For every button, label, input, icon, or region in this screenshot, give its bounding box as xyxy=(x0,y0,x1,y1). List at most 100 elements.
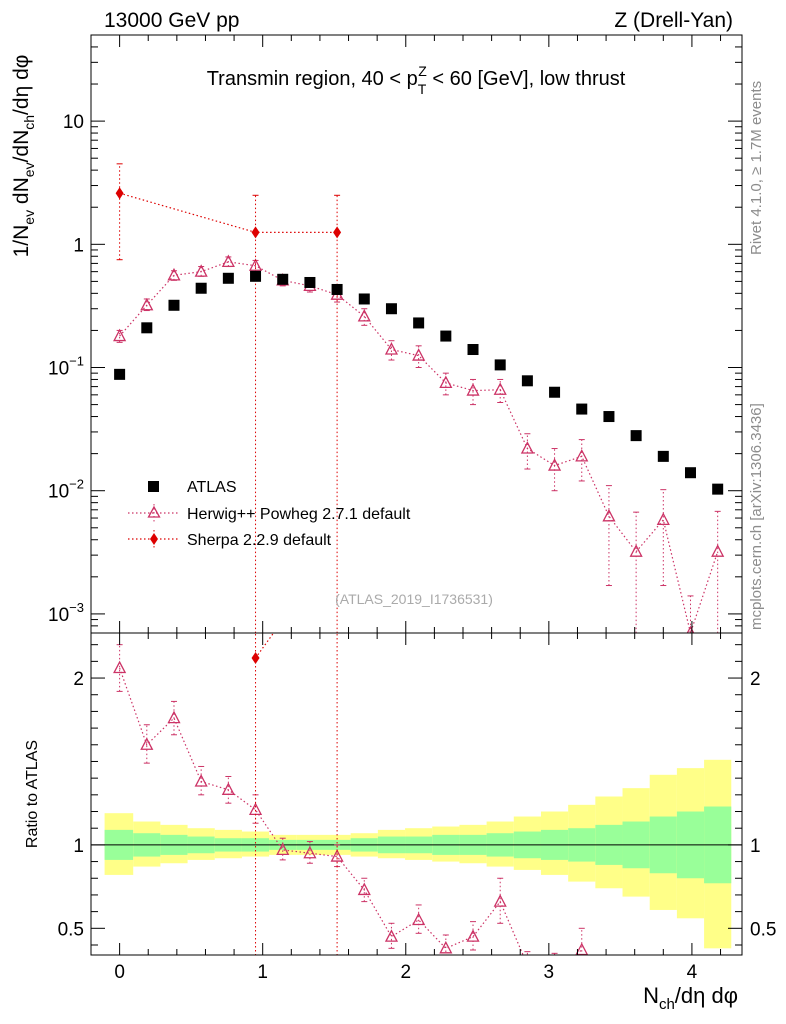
ratio-herwig-point-15 xyxy=(522,959,533,970)
y-tick-label-ratio-right-0: 0.5 xyxy=(750,919,776,940)
main-sherpa-point-1 xyxy=(251,226,260,239)
ratio-herwig-point-9 xyxy=(357,882,371,896)
y-tick-label-main-3: 10−2 xyxy=(48,477,84,503)
main-atlas-point-19 xyxy=(630,430,642,442)
main-atlas-point-17 xyxy=(576,403,588,415)
legend-marker-atlas xyxy=(148,481,159,492)
x-tick-label-1: 1 xyxy=(257,962,268,983)
ratio-series-sherpa xyxy=(251,633,338,955)
ratio-herwig-point-2 xyxy=(167,710,181,724)
main-herwig-point-13 xyxy=(466,383,480,396)
main-herwig-point-1 xyxy=(140,297,154,311)
ratio-sherpa-point-0 xyxy=(251,652,260,665)
main-atlas-point-20 xyxy=(657,450,669,462)
main-herwig-point-4 xyxy=(221,254,235,268)
main-herwig-point-9 xyxy=(357,308,371,322)
main-atlas-point-0 xyxy=(114,368,126,380)
main-atlas-point-8 xyxy=(331,283,343,295)
main-herwig-point-2 xyxy=(167,267,181,281)
ratio-herwig-point-17 xyxy=(575,942,589,955)
ratio-herwig-point-12 xyxy=(439,940,453,954)
ratio-uncertainty-bands xyxy=(104,759,732,949)
main-atlas-point-21 xyxy=(684,467,696,479)
main-herwig-point-18 xyxy=(602,508,616,522)
main-atlas-point-10 xyxy=(385,303,397,315)
main-atlas-point-4 xyxy=(222,272,234,284)
main-atlas-point-22 xyxy=(712,483,724,495)
y-tick-label-main-1: 1 xyxy=(73,235,84,256)
y-tick-label-ratio-1: 1 xyxy=(73,836,84,857)
y-tick-label-ratio-0: 0.5 xyxy=(58,919,84,940)
y-tick-label-ratio-right-2: 2 xyxy=(750,669,761,690)
header-right: Z (Drell-Yan) xyxy=(614,9,733,32)
main-herwig-point-17 xyxy=(575,448,589,462)
legend-marker-herwig xyxy=(147,505,161,518)
legend-marker-sherpa xyxy=(150,533,158,545)
chart-title: Transmin region, 40 < pTZ < 60 [GeV], lo… xyxy=(207,63,626,97)
legend-label-atlas: ATLAS xyxy=(187,479,237,496)
y-axis-label-ratio: Ratio to ATLAS xyxy=(24,740,41,848)
x-axis-label: Nch/dη dφ xyxy=(643,983,738,1013)
ratio-herwig-point-7 xyxy=(303,845,317,859)
x-tick-label-0: 0 xyxy=(114,962,125,983)
main-herwig-point-15 xyxy=(520,441,534,454)
main-herwig-point-21 xyxy=(686,625,695,633)
main-herwig-point-11 xyxy=(412,348,426,361)
main-series-atlas xyxy=(114,270,724,495)
ratio-herwig-point-4 xyxy=(221,782,235,795)
ratio-herwig-point-13 xyxy=(466,929,480,942)
main-atlas-point-15 xyxy=(521,375,533,387)
main-herwig-point-14 xyxy=(493,382,507,395)
main-atlas-point-11 xyxy=(413,317,425,329)
y-tick-label-ratio-right-1: 1 xyxy=(750,836,761,857)
main-herwig-point-22 xyxy=(711,544,725,557)
main-atlas-point-5 xyxy=(250,270,262,282)
x-tick-label-2: 2 xyxy=(400,962,411,983)
ratio-series-herwig xyxy=(113,644,589,970)
ratio-herwig-point-5 xyxy=(248,802,263,815)
ratio-herwig-point-8 xyxy=(330,849,344,862)
ratio-herwig-point-0 xyxy=(113,660,127,674)
analysis-watermark: (ATLAS_2019_I1736531) xyxy=(335,591,493,607)
ratio-herwig-point-14 xyxy=(493,894,507,907)
legend-label-sherpa: Sherpa 2.2.9 default xyxy=(187,532,332,549)
legend-label-herwig: Herwig++ Powheg 2.7.1 default xyxy=(187,506,411,523)
ratio-herwig-point-10 xyxy=(384,929,399,942)
main-atlas-point-7 xyxy=(304,276,316,288)
ratio-sherpa-line xyxy=(255,633,275,659)
main-series-sherpa xyxy=(115,163,342,633)
ratio-herwig-point-11 xyxy=(412,912,426,926)
main-atlas-point-12 xyxy=(440,330,452,342)
main-sherpa-point-0 xyxy=(115,187,124,200)
main-atlas-point-14 xyxy=(494,359,506,371)
ratio-herwig-point-1 xyxy=(140,737,154,750)
main-herwig-point-5 xyxy=(248,258,263,271)
rivet-version-label: Rivet 4.1.0, ≥ 1.7M events xyxy=(748,81,765,255)
main-sherpa-point-2 xyxy=(333,226,342,239)
main-atlas-point-16 xyxy=(549,386,561,398)
ratio-plot-frame xyxy=(90,632,743,956)
y-tick-label-main-0: 10 xyxy=(63,112,84,133)
main-herwig-point-3 xyxy=(194,264,208,277)
header-left: 13000 GeV pp xyxy=(104,9,239,32)
main-herwig-point-10 xyxy=(384,342,399,355)
x-tick-label-4: 4 xyxy=(687,962,698,983)
y-axis-label-main: 1/Nev dNev/dNch/dη dφ xyxy=(10,55,37,258)
main-herwig-point-0 xyxy=(113,328,127,342)
axis-ticks: 0 1 2 3 4 10 1 10−1 10−2 10−3 0.5 0.5 1 1 2 2 xyxy=(48,34,776,983)
y-tick-label-main-2: 10−1 xyxy=(48,354,84,380)
main-atlas-point-18 xyxy=(603,411,615,423)
main-herwig-point-19 xyxy=(629,544,643,557)
ratio-herwig-point-6 xyxy=(276,842,290,856)
main-atlas-point-1 xyxy=(141,322,153,334)
main-atlas-point-3 xyxy=(195,282,207,294)
x-tick-label-3: 3 xyxy=(544,962,555,983)
main-herwig-point-20 xyxy=(656,512,670,526)
main-atlas-point-13 xyxy=(467,344,479,356)
main-atlas-point-6 xyxy=(277,273,289,285)
ratio-herwig-line xyxy=(119,667,583,955)
main-herwig-line xyxy=(119,261,719,633)
main-atlas-point-2 xyxy=(168,299,180,311)
main-herwig-point-12 xyxy=(439,375,453,389)
